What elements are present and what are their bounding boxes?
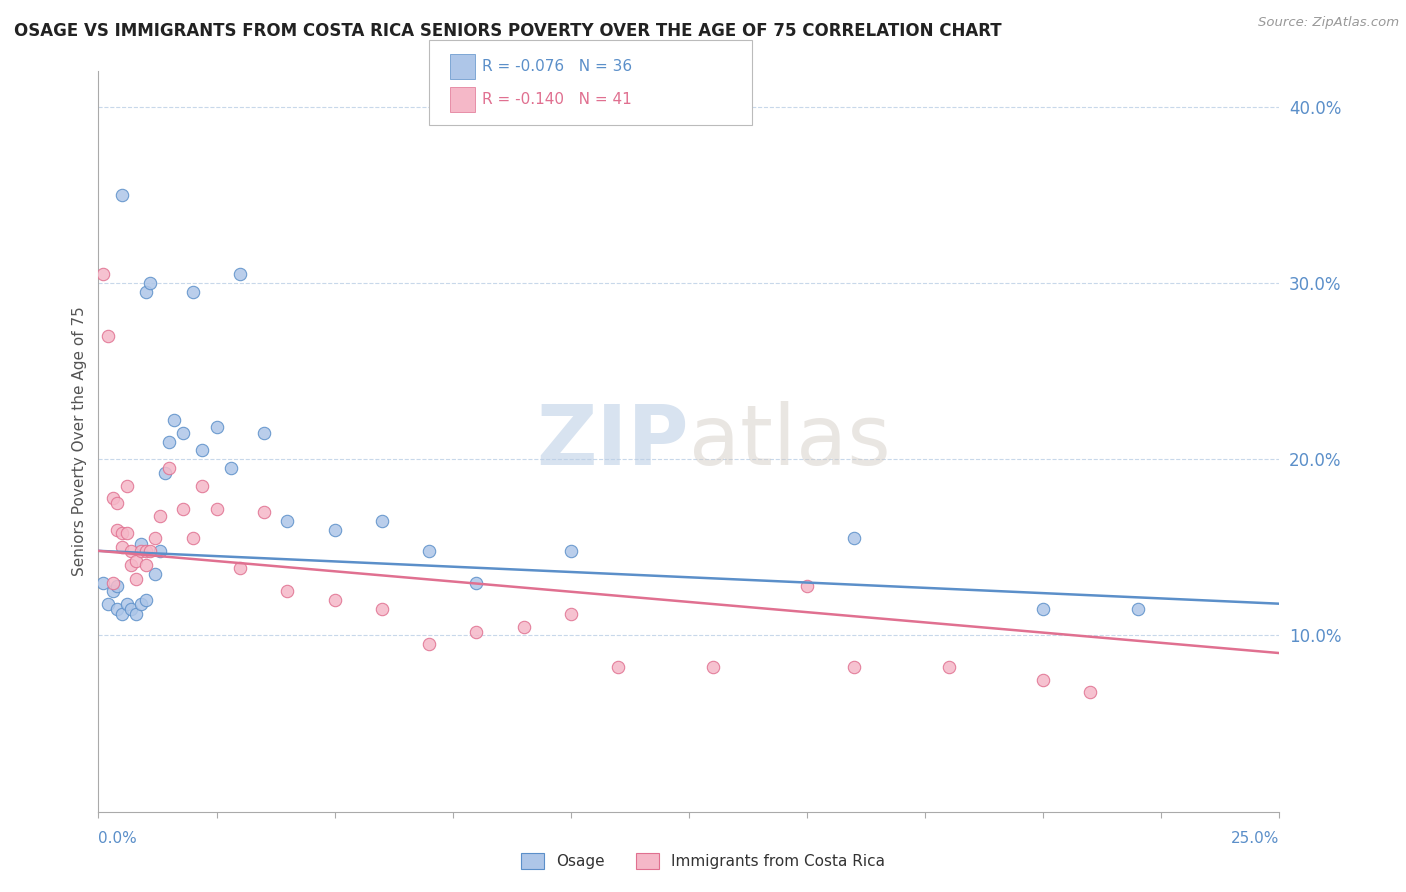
Point xyxy=(129,537,152,551)
Point xyxy=(323,523,346,537)
Point xyxy=(101,584,124,599)
Point xyxy=(229,561,252,575)
Point xyxy=(125,554,148,568)
Point xyxy=(105,496,128,510)
Point xyxy=(191,443,214,458)
Text: R = -0.076   N = 36: R = -0.076 N = 36 xyxy=(482,60,633,74)
Point xyxy=(219,461,242,475)
Point xyxy=(125,572,148,586)
Point xyxy=(125,607,148,622)
Text: 0.0%: 0.0% xyxy=(98,831,138,846)
Point xyxy=(135,544,157,558)
Point xyxy=(607,660,630,674)
Point xyxy=(276,514,298,528)
Point xyxy=(276,584,298,599)
Point xyxy=(157,434,180,449)
Point xyxy=(153,467,176,481)
Point xyxy=(702,660,724,674)
Point xyxy=(111,541,134,555)
Text: OSAGE VS IMMIGRANTS FROM COSTA RICA SENIORS POVERTY OVER THE AGE OF 75 CORRELATI: OSAGE VS IMMIGRANTS FROM COSTA RICA SENI… xyxy=(14,22,1001,40)
Point xyxy=(135,558,157,572)
Point xyxy=(938,660,960,674)
Text: ZIP: ZIP xyxy=(537,401,689,482)
Point xyxy=(371,514,394,528)
Point xyxy=(97,328,120,343)
Point xyxy=(163,413,186,427)
Point xyxy=(135,593,157,607)
Point xyxy=(101,575,124,590)
Point xyxy=(1032,673,1054,687)
Point xyxy=(253,505,276,519)
Point xyxy=(111,187,134,202)
Point xyxy=(115,478,138,492)
Point xyxy=(191,478,214,492)
Point xyxy=(844,532,866,546)
Point xyxy=(181,285,204,299)
Point xyxy=(139,276,162,290)
Point xyxy=(115,526,138,541)
Point xyxy=(323,593,346,607)
Point xyxy=(105,523,128,537)
Point xyxy=(139,544,162,558)
Point xyxy=(205,420,228,434)
Point xyxy=(121,544,143,558)
Point xyxy=(105,579,128,593)
Point xyxy=(1080,685,1102,699)
Point xyxy=(465,575,488,590)
Legend: Osage, Immigrants from Costa Rica: Osage, Immigrants from Costa Rica xyxy=(515,847,891,875)
Point xyxy=(101,491,124,505)
Text: 25.0%: 25.0% xyxy=(1232,831,1279,846)
Point xyxy=(418,637,440,651)
Point xyxy=(418,544,440,558)
Point xyxy=(129,597,152,611)
Point xyxy=(143,532,166,546)
Point xyxy=(135,285,157,299)
Point xyxy=(115,597,138,611)
Point xyxy=(181,532,204,546)
Point xyxy=(172,425,194,440)
Text: atlas: atlas xyxy=(689,401,890,482)
Point xyxy=(253,425,276,440)
Point xyxy=(149,508,172,523)
Point xyxy=(560,544,582,558)
Point xyxy=(91,575,114,590)
Point xyxy=(97,597,120,611)
Point xyxy=(560,607,582,622)
Point xyxy=(512,619,534,633)
Point xyxy=(844,660,866,674)
Text: Source: ZipAtlas.com: Source: ZipAtlas.com xyxy=(1258,16,1399,29)
Point xyxy=(149,544,172,558)
Text: R = -0.140   N = 41: R = -0.140 N = 41 xyxy=(482,92,633,106)
Point xyxy=(229,267,252,281)
Point xyxy=(796,579,818,593)
Point xyxy=(129,544,152,558)
Point xyxy=(157,461,180,475)
Point xyxy=(465,624,488,639)
Point xyxy=(111,607,134,622)
Y-axis label: Seniors Poverty Over the Age of 75: Seniors Poverty Over the Age of 75 xyxy=(72,307,87,576)
Point xyxy=(172,501,194,516)
Point xyxy=(371,602,394,616)
Point xyxy=(105,602,128,616)
Point xyxy=(121,558,143,572)
Point xyxy=(111,526,134,541)
Point xyxy=(91,267,114,281)
Point xyxy=(121,602,143,616)
Point xyxy=(205,501,228,516)
Point xyxy=(1032,602,1054,616)
Point xyxy=(143,566,166,581)
Point xyxy=(1126,602,1149,616)
